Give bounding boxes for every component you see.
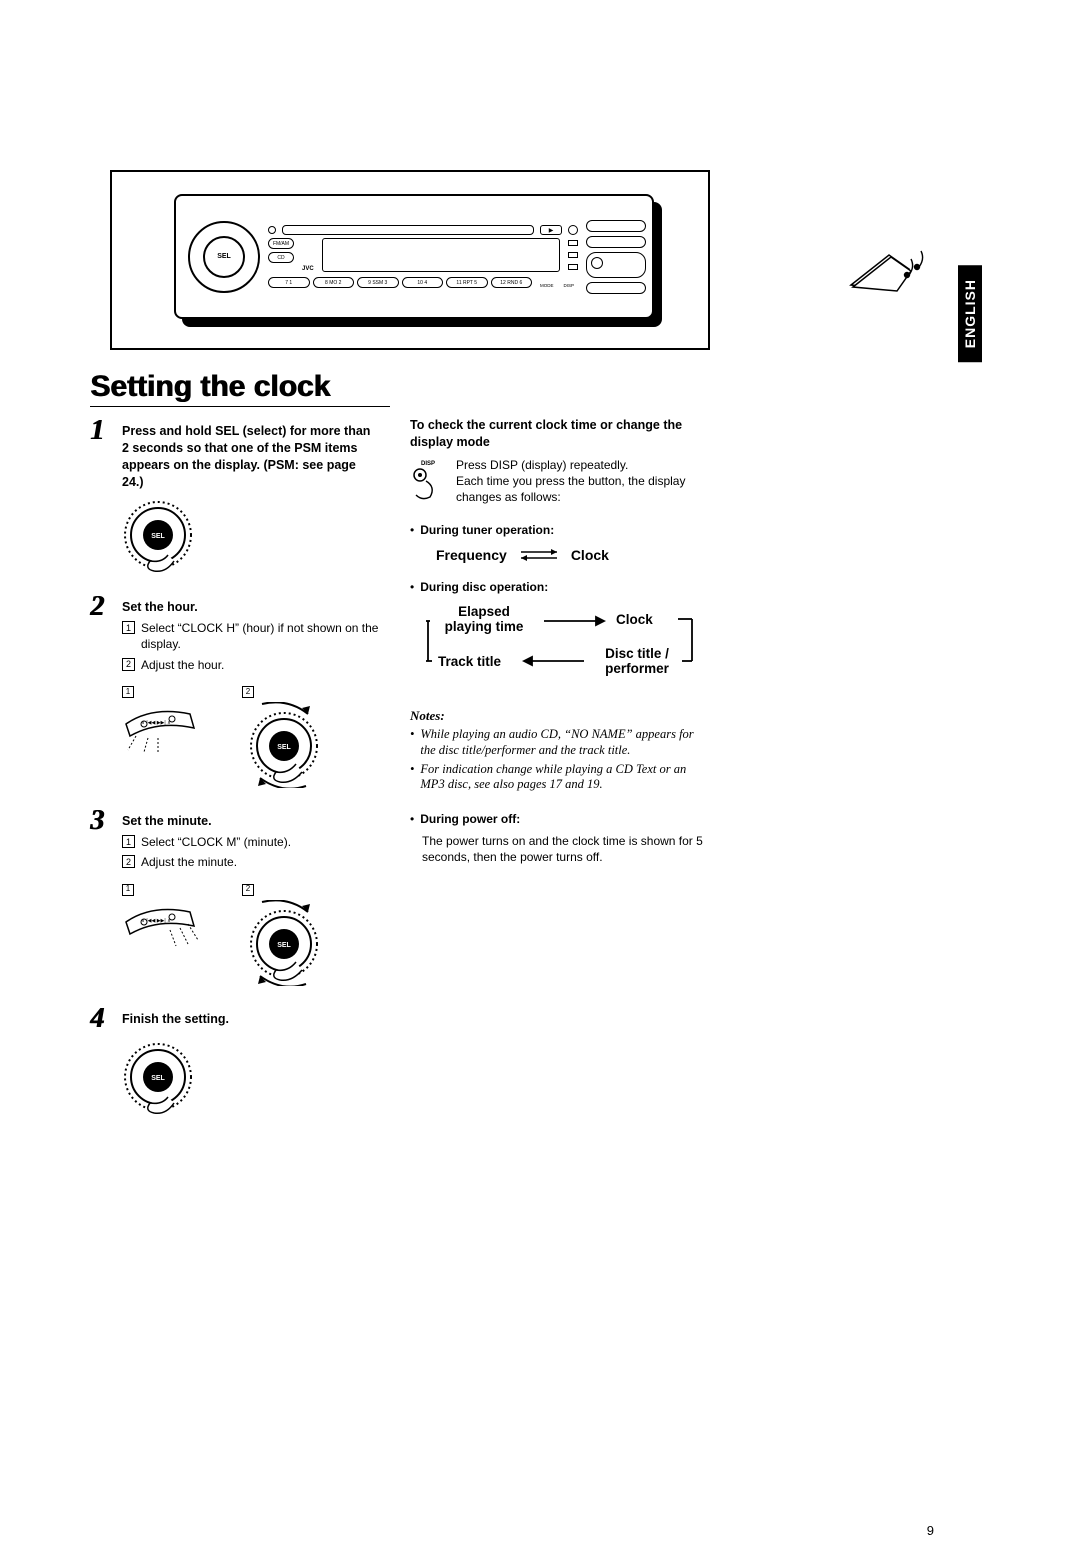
sel-dial-icon: SEL: [122, 499, 380, 582]
step-4-title: Finish the setting.: [122, 1011, 380, 1028]
sel-dial-label: SEL: [203, 236, 245, 278]
step-3-sub-2-text: Adjust the minute.: [141, 854, 237, 870]
disp-text-2: Each time you press the button, the disp…: [456, 474, 685, 504]
note-2: For indication change while playing a CD…: [420, 762, 710, 793]
preset-1: 7 1: [268, 277, 310, 288]
disp-text-1: Press DISP (display) repeatedly.: [456, 458, 628, 472]
language-tab: ENGLISH: [958, 265, 982, 362]
cd-button-label: CD: [268, 252, 294, 263]
svg-text:∨ |◀◀ ▶▶| ∧: ∨ |◀◀ ▶▶| ∧: [141, 918, 171, 924]
step-3-title: Set the minute.: [122, 813, 380, 830]
svg-text:SEL: SEL: [151, 533, 165, 540]
right-heading: To check the current clock time or chang…: [410, 417, 710, 451]
svg-text:SEL: SEL: [151, 1075, 165, 1082]
svg-text:SEL: SEL: [277, 942, 291, 949]
mode-label: MODE: [540, 283, 554, 288]
step-1-number: 1: [90, 417, 112, 491]
step-2-sub-1-text: Select “CLOCK H” (hour) if not shown on …: [141, 620, 380, 652]
section-title: Setting the clock: [90, 370, 390, 407]
bullet: •: [410, 762, 414, 793]
poweroff-label: During power off:: [420, 811, 520, 827]
step-2-title: Set the hour.: [122, 599, 380, 616]
step-4-number: 4: [90, 1005, 112, 1033]
step-2-number: 2: [90, 593, 112, 676]
bullet: •: [410, 522, 414, 538]
bullet: •: [410, 579, 414, 595]
disc-state-diagram: Elapsed playing time Clock Track title D…: [426, 601, 706, 699]
state-frequency: Frequency: [436, 546, 507, 565]
step-1-text: Press and hold SEL (select) for more tha…: [122, 424, 370, 489]
step-2-sub-1-num: 1: [122, 621, 135, 634]
step-3-sub-2-num: 2: [122, 855, 135, 868]
step-3-number: 3: [90, 807, 112, 874]
preset-6: 12 RND 6: [491, 277, 533, 288]
notes-heading: Notes:: [410, 707, 710, 725]
note-1: While playing an audio CD, “NO NAME” app…: [420, 727, 710, 758]
svg-text:DISP: DISP: [421, 461, 435, 467]
fm-am-button-label: FM/AM: [268, 238, 294, 249]
step-3-sub-1-num: 1: [122, 835, 135, 848]
step-4-illustration: SEL: [122, 1041, 380, 1124]
svg-text:∨ |◀◀ ▶▶| ∧: ∨ |◀◀ ▶▶| ∧: [141, 720, 171, 726]
step-2-sub-2-num: 2: [122, 658, 135, 671]
disp-label: DISP: [563, 283, 574, 288]
disc-label: During disc operation:: [420, 579, 548, 595]
page-number: 9: [927, 1523, 934, 1538]
disp-button-icon: DISP: [410, 457, 446, 508]
preset-3: 9 SSM 3: [357, 277, 399, 288]
step-2-illustration: 1 ∨ |◀◀ ▶▶| ∧ 2: [122, 685, 380, 793]
double-arrow-icon: [517, 548, 561, 562]
header-decoration-icon: [845, 245, 930, 305]
bullet: •: [410, 811, 414, 827]
preset-4: 10 4: [402, 277, 444, 288]
step-2-sub-2-text: Adjust the hour.: [141, 657, 224, 673]
preset-5: 11 RPT 5: [446, 277, 488, 288]
step-3-illustration: 1 ∨ |◀◀ ▶▶| ∧ 2: [122, 882, 380, 990]
tuner-label: During tuner operation:: [420, 522, 554, 538]
bullet: •: [410, 727, 414, 758]
brand-label: JVC: [302, 266, 314, 272]
poweroff-text: The power turns on and the clock time is…: [422, 833, 710, 865]
stereo-illustration: SEL ▶ FM/AM CD JVC: [110, 170, 710, 350]
svg-text:SEL: SEL: [277, 744, 291, 751]
state-clock: Clock: [571, 546, 609, 565]
step-3-sub-1-text: Select “CLOCK M” (minute).: [141, 834, 291, 850]
preset-2: 8 MO 2: [313, 277, 355, 288]
